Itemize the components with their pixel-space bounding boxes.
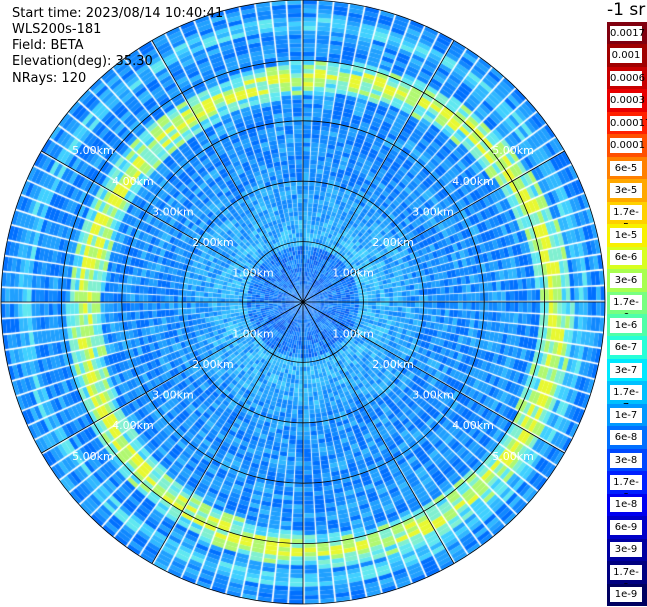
colorbar-tick-label: 3e-5 [610, 182, 642, 198]
range-ring-label: 3.00km [152, 205, 194, 218]
range-ring-label: 5.00km [72, 144, 114, 157]
colorbar-tick-label: 6e-6 [610, 250, 642, 266]
azimuth-spoke [41, 150, 304, 303]
range-ring-label: 1.00km [232, 266, 274, 279]
range-ring-label: 2.00km [192, 236, 234, 249]
colorbar-tick-label: 1e-8 [610, 497, 642, 513]
range-ring-label: 2.00km [192, 358, 234, 371]
azimuth-spoke [151, 40, 304, 303]
colorbar-tick-label: 0.001 [610, 48, 642, 64]
colorbar-tick-label: 1e-5 [610, 227, 642, 243]
colorbar-tick-label: 1e-7 [610, 407, 642, 423]
colorbar-tick-label: 3e-6 [610, 272, 642, 288]
range-ring-label: 4.00km [452, 175, 494, 188]
range-ring-label: 1.00km [332, 266, 374, 279]
colorbar-tick-label: 1e-6 [610, 317, 642, 333]
azimuth-spoke [302, 150, 565, 303]
colorbar-tick-label: 1.7e-8 [610, 474, 642, 503]
colorbar-tick-label: 6e-7 [610, 340, 642, 356]
colorbar-tick-label: 6e-9 [610, 519, 642, 535]
colorbar-tick-label: 3e-9 [610, 542, 642, 558]
colorbar-tick-label: 1.7e-5 [610, 205, 642, 233]
azimuth-spoke [151, 301, 304, 564]
azimuth-spoke [302, 301, 565, 454]
elevation-label: Elevation(deg): 35.30 [12, 54, 153, 69]
nrays-label: NRays: 120 [12, 71, 87, 86]
range-ring-label: 4.00km [112, 175, 154, 188]
colorbar-tick-label: 0.0017 [610, 25, 645, 41]
field-label: Field: BETA [12, 38, 84, 53]
start-time-label: Start time: 2023/08/14 10:40:41 [12, 6, 224, 21]
range-ring-label: 4.00km [112, 419, 154, 432]
colorbar-tick-label: 0.0001 [610, 138, 645, 154]
range-ring-label: 2.00km [372, 236, 414, 249]
range-ring-label: 5.00km [492, 144, 534, 157]
device-label: WLS200s-181 [12, 22, 102, 37]
range-ring-label: 5.00km [492, 450, 534, 463]
colorbar-tick-label: 6e-5 [610, 160, 642, 176]
azimuth-spoke [302, 40, 455, 303]
range-ring-label: 1.00km [332, 328, 374, 341]
range-ring-label: 3.00km [412, 389, 454, 402]
range-ring-label: 3.00km [152, 389, 194, 402]
azimuth-spoke [41, 301, 304, 454]
colorbar-tick-label: 3e-7 [610, 362, 642, 378]
colorbar-tick-label: 1.7e-9 [610, 564, 642, 593]
colorbar-unit-label: -1 sr [607, 0, 646, 20]
colorbar-tick-label: 0.00017 [610, 115, 647, 131]
azimuth-spoke [302, 301, 455, 564]
colorbar-tick-label: 1e-9 [610, 587, 642, 603]
range-ring-label: 5.00km [72, 450, 114, 463]
colorbar-tick-label: 3e-8 [610, 452, 642, 468]
range-ring-label: 1.00km [232, 328, 274, 341]
range-ring-label: 4.00km [452, 419, 494, 432]
range-ring-label: 3.00km [412, 205, 454, 218]
colorbar-tick-label: 1.7e-6 [610, 295, 642, 323]
range-ring-label: 2.00km [372, 358, 414, 371]
ppi-overlay: 1.00km 1.00km 1.00km 1.00km 2.00km 2.00km 2.00… [0, 0, 606, 605]
colorbar: 0.0017 0.001 0.0006 0.0003 0.00017 0.0001 6e-5… [607, 22, 647, 607]
colorbar-tick-label: 0.0006 [610, 70, 645, 86]
colorbar-tick-label: 1.7e-7 [610, 385, 642, 413]
colorbar-tick-label: 0.0003 [610, 93, 645, 109]
colorbar-tick-label: 6e-8 [610, 430, 642, 446]
